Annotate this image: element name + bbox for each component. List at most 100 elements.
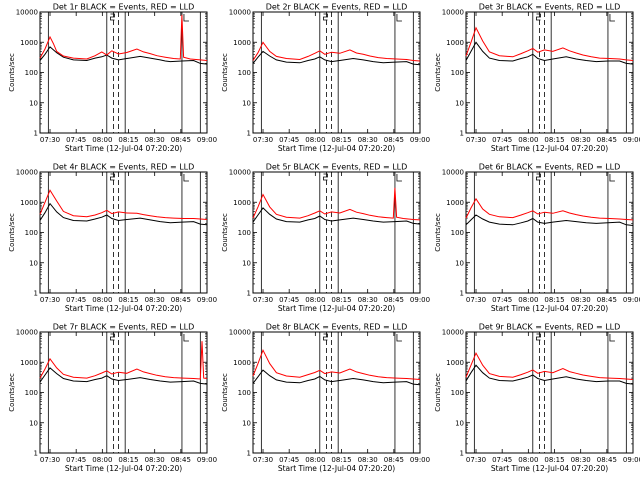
y-tick-label: 1 [460, 130, 464, 138]
y-axis-label: Counts/sec [8, 53, 16, 92]
x-tick-label: 08:30 [145, 456, 165, 464]
x-tick-label: 09:00 [410, 296, 430, 304]
saa-annotation-glyph [536, 13, 541, 21]
saa-annotation-glyph [536, 333, 541, 341]
detector-panel-6r: Det 6r BLACK = Events, RED = LLD 1 10 100 10… [434, 163, 640, 314]
x-axis-label: Start Time (12-Jul-04 07:20:20) [278, 144, 395, 153]
x-tick-label: 08:30 [358, 136, 378, 144]
night-annotation-glyph [183, 334, 189, 342]
night-annotation-glyph [609, 174, 615, 182]
y-tick-label: 1000 [20, 359, 38, 367]
x-tick-label: 07:45 [279, 136, 299, 144]
series-events-line [252, 369, 421, 386]
x-tick-label: 09:00 [623, 136, 640, 144]
y-tick-label: 1000 [20, 199, 38, 207]
saa-annotation-glyph [323, 333, 328, 341]
x-tick-label: 08:45 [384, 296, 404, 304]
y-tick-label: 1000 [20, 39, 38, 47]
x-tick-label: 09:00 [410, 456, 430, 464]
x-tick-label: 07:45 [279, 456, 299, 464]
x-tick-label: 08:45 [171, 456, 191, 464]
panel-title: Det 5r BLACK = Events, RED = LLD [266, 163, 408, 172]
x-axis-label: Start Time (12-Jul-04 07:20:20) [278, 304, 395, 313]
y-tick-label: 100 [238, 229, 251, 237]
y-tick-label: 10000 [442, 9, 464, 17]
y-tick-label: 10 [242, 99, 251, 107]
y-axis-label: Counts/sec [221, 53, 229, 92]
y-tick-label: 10000 [229, 329, 251, 337]
x-tick-label: 09:00 [623, 296, 640, 304]
x-tick-label: 08:00 [305, 296, 325, 304]
x-tick-label: 08:45 [384, 456, 404, 464]
x-tick-label: 07:30 [40, 456, 60, 464]
series-lld-line [465, 26, 634, 61]
x-tick-label: 08:00 [305, 136, 325, 144]
x-tick-label: 08:15 [544, 136, 564, 144]
series-events-line [39, 46, 208, 65]
night-annotation-glyph [183, 14, 189, 22]
x-tick-label: 07:30 [466, 296, 486, 304]
y-tick-label: 10000 [16, 169, 38, 177]
x-tick-label: 07:30 [253, 296, 273, 304]
panel-title: Det 8r BLACK = Events, RED = LLD [266, 323, 408, 332]
y-tick-label: 1000 [446, 359, 464, 367]
y-tick-label: 100 [451, 69, 464, 77]
x-axis-label: Start Time (12-Jul-04 07:20:20) [65, 304, 182, 313]
x-tick-label: 07:30 [253, 456, 273, 464]
y-tick-label: 1 [460, 290, 464, 298]
y-tick-label: 10 [455, 419, 464, 427]
y-axis-label: Counts/sec [221, 373, 229, 412]
x-tick-label: 08:45 [171, 136, 191, 144]
night-annotation-glyph [183, 174, 189, 182]
y-axis-label: Counts/sec [434, 53, 442, 92]
x-tick-label: 08:45 [597, 296, 617, 304]
series-events-line [252, 207, 421, 225]
x-tick-label: 07:30 [466, 136, 486, 144]
y-tick-label: 10 [455, 259, 464, 267]
y-tick-label: 100 [238, 389, 251, 397]
x-tick-label: 09:00 [197, 136, 217, 144]
y-tick-label: 10 [242, 259, 251, 267]
x-tick-label: 08:45 [597, 136, 617, 144]
y-axis-label: Counts/sec [8, 373, 16, 412]
series-events-line [39, 202, 208, 226]
y-tick-label: 10 [242, 419, 251, 427]
panel-title: Det 6r BLACK = Events, RED = LLD [479, 163, 621, 172]
y-tick-label: 1000 [446, 39, 464, 47]
x-tick-label: 08:30 [145, 296, 165, 304]
series-lld-line [465, 351, 634, 380]
y-tick-label: 10000 [229, 9, 251, 17]
detector-panel-1r: Det 1r BLACK = Events, RED = LLD 1 10 100 10… [8, 3, 217, 154]
y-tick-label: 1 [34, 130, 38, 138]
y-tick-label: 1000 [233, 359, 251, 367]
y-tick-label: 100 [25, 69, 38, 77]
x-tick-label: 07:45 [492, 456, 512, 464]
series-events-line [39, 367, 208, 385]
series-events-line [465, 364, 634, 385]
series-lld-line [39, 341, 208, 380]
y-tick-label: 1000 [233, 39, 251, 47]
x-tick-label: 07:45 [66, 456, 86, 464]
x-tick-label: 09:00 [197, 456, 217, 464]
x-tick-label: 08:00 [518, 456, 538, 464]
series-events-line [252, 50, 421, 66]
x-tick-label: 07:45 [279, 296, 299, 304]
detector-panel-7r: Det 7r BLACK = Events, RED = LLD 1 10 100 10… [8, 323, 217, 474]
x-tick-label: 08:00 [92, 456, 112, 464]
x-tick-label: 08:45 [597, 456, 617, 464]
x-axis-label: Start Time (12-Jul-04 07:20:20) [65, 144, 182, 153]
y-tick-label: 10000 [442, 329, 464, 337]
x-tick-label: 08:30 [358, 296, 378, 304]
saa-annotation-glyph [110, 333, 115, 341]
saa-annotation-glyph [323, 173, 328, 181]
panel-title: Det 3r BLACK = Events, RED = LLD [479, 3, 621, 12]
x-tick-label: 08:30 [145, 136, 165, 144]
panel-title: Det 1r BLACK = Events, RED = LLD [53, 3, 195, 12]
night-annotation-glyph [396, 174, 402, 182]
series-lld-line [252, 348, 421, 380]
x-tick-label: 07:45 [492, 296, 512, 304]
saa-annotation-glyph [536, 173, 541, 181]
y-axis-label: Counts/sec [434, 213, 442, 252]
x-tick-label: 08:00 [92, 296, 112, 304]
